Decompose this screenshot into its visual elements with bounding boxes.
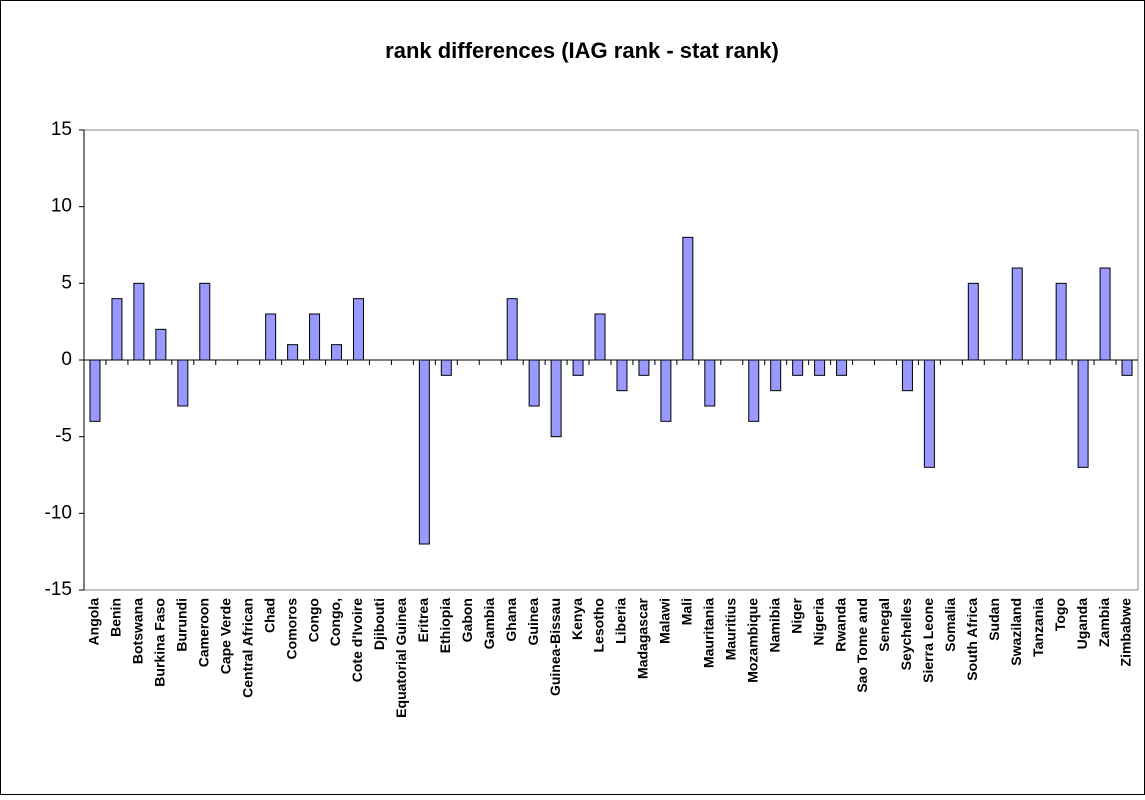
x-tick-label: Niger <box>788 597 804 633</box>
bar <box>199 282 211 361</box>
x-tick-label: Comoros <box>283 598 299 660</box>
x-tick-label: Guinea <box>525 598 541 646</box>
x-tick-label: Gambia <box>481 598 497 650</box>
x-tick-label: Eritrea <box>415 598 431 643</box>
x-tick-label: Ethiopia <box>437 598 453 653</box>
x-tick-label: Zambia <box>1096 598 1112 647</box>
x-tick-label: Burundi <box>174 598 190 652</box>
y-tick-label: 10 <box>51 196 72 217</box>
x-tick-label: Mozambique <box>744 598 760 683</box>
y-tick-label: 15 <box>51 119 72 140</box>
bar <box>682 236 694 361</box>
bar <box>352 298 364 361</box>
x-tick-label: Gabon <box>459 598 475 642</box>
bar <box>572 359 584 376</box>
x-tick-label: Somalia <box>942 598 958 652</box>
bar <box>770 359 782 392</box>
x-tick-label: Congo, <box>327 598 343 646</box>
x-tick-label: South Africa <box>964 598 980 681</box>
x-tick-label: Swaziland <box>1008 598 1024 666</box>
bar <box>814 359 826 376</box>
x-tick-label: Burkina Faso <box>152 598 168 687</box>
bar <box>89 359 101 422</box>
bar <box>133 282 145 361</box>
bar <box>901 359 913 392</box>
bar <box>1055 282 1067 361</box>
x-tick-label: Nigeria <box>810 598 826 646</box>
x-tick-label: Mali <box>679 598 695 625</box>
x-tick-label: Congo <box>305 598 321 642</box>
y-tick-label: -5 <box>55 426 72 447</box>
bar <box>1099 267 1111 361</box>
bar <box>177 359 189 407</box>
x-tick-label: Sao Tome and <box>854 598 870 693</box>
x-tick-label: Angola <box>86 598 102 646</box>
bar <box>594 313 606 361</box>
bar <box>506 298 518 361</box>
bar <box>967 282 979 361</box>
x-tick-label: Sudan <box>986 598 1002 641</box>
x-tick-label: Mauritius <box>722 598 738 660</box>
bar <box>638 359 650 376</box>
x-tick-label: Equatorial Guinea <box>393 598 409 718</box>
bar <box>265 313 277 361</box>
y-tick-label: -15 <box>45 579 72 600</box>
x-tick-label: Malawi <box>657 598 673 644</box>
bar <box>923 359 935 468</box>
bar <box>616 359 628 392</box>
x-tick-label: Madagascar <box>635 597 651 678</box>
x-tick-label: Sierra Leone <box>920 598 936 683</box>
bar <box>111 298 123 361</box>
x-tick-label: Uganda <box>1074 598 1090 650</box>
x-tick-label: Rwanda <box>832 598 848 652</box>
bar <box>331 344 343 361</box>
x-tick-label: Cote d'Ivoire <box>349 598 365 682</box>
bar <box>550 359 562 438</box>
bar <box>1077 359 1089 468</box>
x-tick-label: Central African <box>239 598 255 698</box>
chart-title: rank differences (IAG rank - stat rank) <box>385 38 779 63</box>
x-tick-label: Kenya <box>569 598 585 640</box>
y-tick-label: 0 <box>61 349 72 370</box>
x-tick-label: Togo <box>1052 598 1068 631</box>
x-tick-label: Namibia <box>766 598 782 653</box>
x-tick-label: Benin <box>108 598 124 637</box>
bar <box>748 359 760 422</box>
bar <box>309 313 321 361</box>
x-tick-label: Guinea-Bissau <box>547 598 563 696</box>
x-tick-label: Zimbabwe <box>1118 598 1134 667</box>
bar <box>528 359 540 407</box>
bar <box>440 359 452 376</box>
x-tick-label: Lesotho <box>591 598 607 652</box>
bar <box>287 344 299 361</box>
bar <box>1121 359 1133 376</box>
x-tick-label: Djibouti <box>371 598 387 650</box>
x-tick-label: Cape Verde <box>217 598 233 674</box>
x-tick-label: Mauritania <box>701 598 717 668</box>
x-tick-label: Liberia <box>613 598 629 644</box>
x-tick-label: Ghana <box>503 598 519 642</box>
bar <box>418 359 430 545</box>
bar <box>155 328 167 361</box>
bar <box>836 359 848 376</box>
x-tick-label: Tanzania <box>1030 598 1046 657</box>
x-tick-label: Senegal <box>876 598 892 652</box>
bar <box>792 359 804 376</box>
x-tick-label: Chad <box>261 598 277 633</box>
x-tick-label: Botswana <box>130 598 146 664</box>
x-tick-label: Cameroon <box>195 598 211 667</box>
y-tick-label: -10 <box>45 502 72 523</box>
x-tick-label: Seychelles <box>898 598 914 671</box>
bar <box>704 359 716 407</box>
bar <box>1011 267 1023 361</box>
bar <box>660 359 672 422</box>
y-tick-label: 5 <box>61 272 72 293</box>
